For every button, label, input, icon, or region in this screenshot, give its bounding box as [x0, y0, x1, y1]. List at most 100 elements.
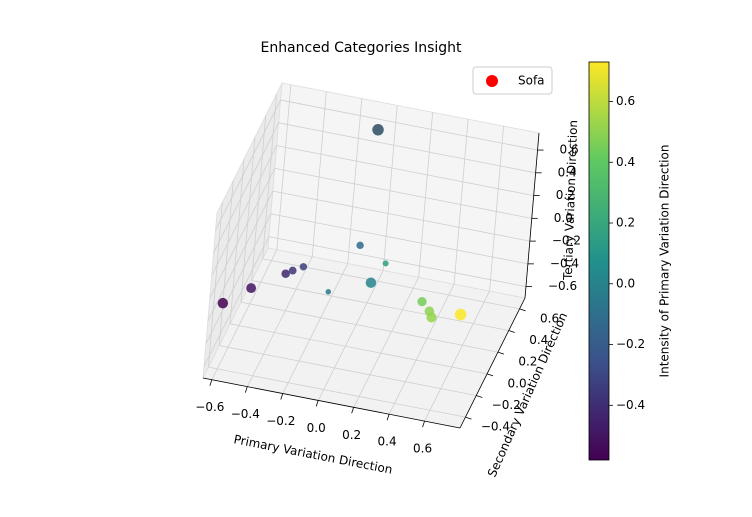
point	[325, 289, 332, 295]
x-tick	[315, 400, 319, 407]
y-tick-label: 0.2	[518, 355, 537, 369]
z-axis-label: Tertiary Variation Direction	[561, 120, 581, 282]
y-tick-label: 0.6	[540, 311, 559, 325]
grid-line	[282, 263, 349, 394]
grid-line	[489, 126, 504, 292]
grid-line	[230, 323, 488, 375]
colorbar-label: Intensity of Primary Variation Direction	[658, 145, 672, 378]
point	[299, 263, 308, 271]
x-tick-label: −0.6	[195, 400, 224, 414]
point	[356, 241, 364, 250]
y-tick	[519, 308, 526, 312]
grid-line	[276, 84, 292, 250]
x-tick	[209, 379, 213, 386]
x-tick	[422, 420, 425, 428]
grid-line	[382, 105, 398, 271]
grid-line	[270, 213, 528, 265]
grid-line	[262, 93, 277, 259]
x-tick	[386, 414, 390, 421]
y-axis	[459, 297, 526, 429]
grid-line	[208, 202, 223, 368]
x-axis-label: Primary Variation Direction	[233, 432, 394, 477]
grid-line	[272, 190, 530, 242]
chart-title: Enhanced Categories Insight	[260, 40, 462, 56]
grid-line	[203, 236, 270, 367]
y-tick-label: 0.0	[508, 376, 527, 390]
legend	[472, 66, 553, 95]
x-tick	[351, 407, 355, 414]
x-tick-label: 0.4	[378, 435, 397, 449]
grid-line	[218, 180, 234, 346]
grid-line	[347, 98, 363, 264]
y-tick	[508, 330, 515, 333]
grid-line	[311, 91, 327, 257]
grid-line	[208, 366, 466, 418]
grid-line	[229, 158, 245, 324]
point	[281, 269, 290, 279]
grid-line	[388, 284, 455, 415]
x-tick-label: 0.0	[307, 421, 326, 435]
grid-line	[276, 145, 534, 196]
grid-line	[268, 236, 527, 288]
y-tick-label: 0.4	[529, 333, 548, 347]
grid-line	[453, 119, 469, 285]
point	[372, 123, 384, 136]
grid-line	[353, 277, 420, 408]
grid-line	[240, 301, 498, 353]
y-tick	[465, 416, 472, 420]
grid-line	[240, 137, 256, 303]
y-tick-label: −0.2	[492, 398, 521, 412]
grid-line	[280, 99, 538, 151]
y-tick-label: −0.4	[481, 420, 510, 434]
grid-line	[424, 290, 490, 422]
x-tick-label: 0.2	[342, 428, 361, 442]
x-tick-label: −0.4	[231, 407, 260, 421]
grid-line	[219, 345, 477, 396]
point	[365, 277, 377, 288]
grid-line	[251, 280, 509, 331]
z-tick-label: −0.6	[548, 279, 577, 293]
point	[217, 297, 229, 309]
colorbar	[588, 61, 610, 461]
y-tick	[476, 395, 483, 398]
x-tick-label: −0.2	[266, 414, 295, 428]
z-tick-label: 0.6	[560, 143, 579, 157]
colorbar-tick-label: 0.2	[616, 216, 635, 230]
grid-line	[317, 270, 384, 401]
z-tick-label: 0.4	[558, 165, 577, 179]
x-axis	[202, 377, 461, 429]
point	[288, 266, 297, 275]
colorbar-tick-label: −0.2	[616, 337, 645, 351]
legend-marker	[486, 75, 498, 87]
z-tick-label: 0.2	[556, 188, 575, 202]
legend-box	[472, 66, 553, 95]
point	[417, 297, 427, 307]
y-tick	[497, 351, 505, 355]
x-tick	[280, 393, 284, 400]
grid-line	[213, 122, 279, 254]
point	[426, 312, 437, 323]
x-tick-label: 0.6	[413, 442, 432, 456]
colorbar-tick-label: 0.0	[616, 276, 635, 290]
grid-line	[215, 99, 281, 231]
grid-line	[418, 112, 434, 278]
grid-line	[209, 168, 276, 299]
z-axis	[524, 132, 540, 299]
x-tick	[244, 386, 248, 393]
grid-line	[246, 256, 313, 387]
z-tick-label: 0.0	[554, 211, 573, 225]
grid-line	[274, 167, 532, 219]
grid-line	[207, 190, 274, 322]
z-tick-label: −0.4	[550, 256, 579, 270]
colorbar-tick-label: 0.4	[616, 155, 635, 169]
grid-line	[251, 115, 267, 281]
grid-line	[211, 145, 278, 276]
y-tick	[486, 373, 494, 377]
legend-label: Sofa	[518, 74, 545, 88]
point	[454, 308, 467, 321]
z-tick-label: −0.2	[552, 234, 581, 248]
point	[382, 260, 389, 267]
point	[246, 283, 257, 294]
grid-line	[205, 213, 272, 345]
